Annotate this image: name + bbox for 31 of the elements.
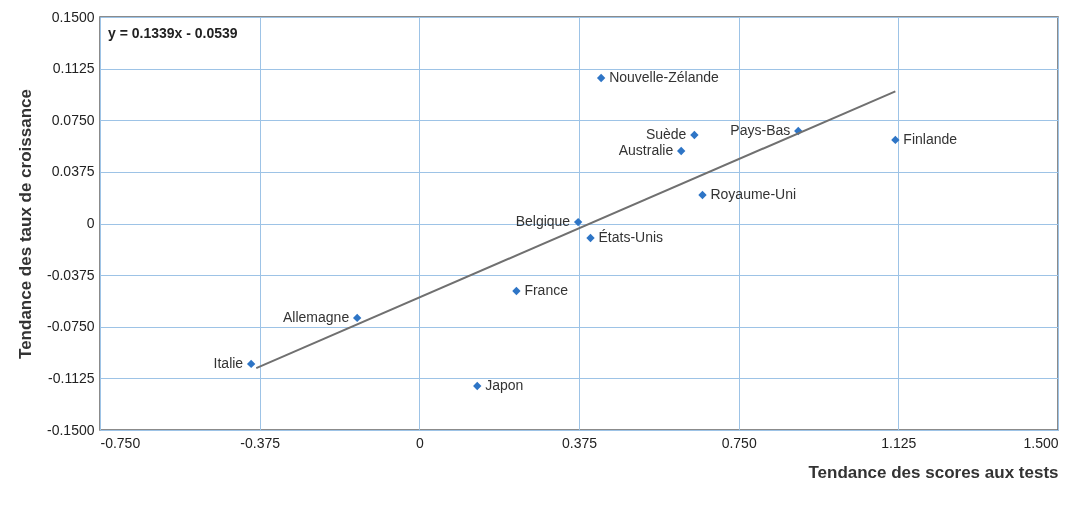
- x-tick-label: 0.375: [561, 434, 598, 451]
- x-tick-label: -0.375: [240, 434, 281, 451]
- x-tick-label: 1.500: [1023, 434, 1059, 451]
- y-tick-label: 0.0750: [51, 111, 95, 128]
- y-tick-label: -0.0375: [47, 266, 95, 283]
- y-tick-label: 0.1125: [52, 60, 95, 77]
- annotation: Nouvelle-Zélande: [609, 68, 720, 85]
- x-tick-label: 0: [415, 434, 424, 451]
- annotation: France: [524, 281, 569, 298]
- y-tick-label: 0: [86, 215, 95, 231]
- annotation: Finlande: [903, 130, 958, 147]
- annotation: Japon: [485, 376, 524, 393]
- y-axis-title: Tendance des taux de croissance: [16, 89, 36, 359]
- x-axis-title: Tendance des scores aux tests: [808, 462, 1059, 482]
- y-tick-label: 0.0375: [51, 163, 95, 180]
- y-tick-label: -0.1500: [47, 421, 95, 438]
- annotation: Australie: [618, 141, 674, 158]
- annotation: Suède: [645, 125, 687, 142]
- y-tick-label: -0.1125: [48, 369, 95, 386]
- annotation: Royaume-Uni: [710, 186, 797, 202]
- y-tick-label: -0.0750: [47, 318, 95, 335]
- y-tick-label: 0.1500: [51, 8, 95, 25]
- annotation: y = 0.1339x - 0.0539: [108, 25, 238, 41]
- x-tick-label: -0.750: [100, 434, 141, 451]
- annotation: États-Unis: [598, 228, 664, 245]
- annotation: Belgique: [515, 213, 571, 230]
- x-tick-label: 1.125: [881, 434, 917, 451]
- annotation: Allemagne: [283, 308, 350, 325]
- x-tick-label: 0.750: [721, 434, 757, 451]
- annotation: Pays-Bas: [730, 121, 791, 138]
- annotation: Italie: [213, 354, 244, 371]
